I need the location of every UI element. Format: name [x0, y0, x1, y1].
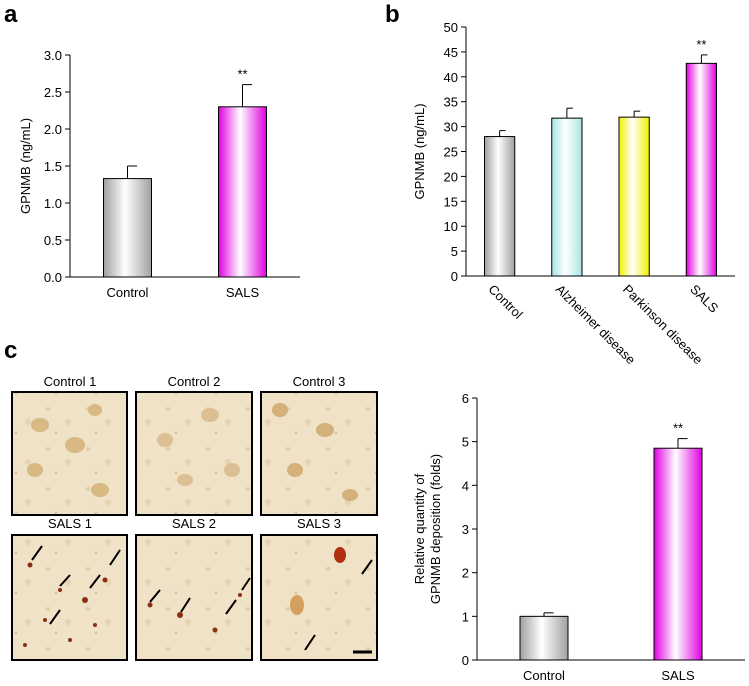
micrograph-caption: SALS 2 [172, 516, 216, 531]
y-tick-label: 5 [462, 435, 469, 450]
x-tick-label: Control [523, 668, 565, 683]
y-axis-label: GPNMB (ng/mL) [18, 118, 33, 214]
y-tick-label: 0.5 [44, 233, 62, 248]
micrograph-caption: Control 3 [293, 374, 346, 389]
y-tick-label: 35 [444, 95, 458, 110]
y-axis-label: GPNMB (ng/mL) [412, 103, 427, 199]
bar [519, 615, 569, 661]
y-tick-label: 0.0 [44, 270, 62, 285]
y-tick-label: 50 [444, 20, 458, 35]
bar [653, 447, 703, 661]
micrographs [11, 391, 378, 661]
y-tick-label: 1.0 [44, 196, 62, 211]
y-tick-label: 20 [444, 169, 458, 184]
significance: ** [673, 421, 683, 436]
y-tick-label: 0 [462, 653, 469, 668]
micrograph-caption: SALS 3 [297, 516, 341, 531]
y-tick-label: 0 [451, 269, 458, 284]
x-tick-label: Control [486, 282, 526, 322]
y-tick-label: 45 [444, 45, 458, 60]
x-tick-label: SALS [226, 285, 260, 300]
significance: ** [696, 37, 706, 52]
y-axis-label: Relative quantity of [412, 473, 427, 584]
micrograph [260, 534, 378, 661]
y-tick-label: 4 [462, 478, 469, 493]
y-tick-label: 10 [444, 219, 458, 234]
x-tick-label: Control [107, 285, 149, 300]
y-tick-label: 1.5 [44, 159, 62, 174]
x-tick-label: SALS [661, 668, 695, 683]
micrograph [11, 534, 128, 661]
significance: ** [237, 67, 247, 82]
micrograph [135, 391, 253, 516]
y-tick-label: 15 [444, 194, 458, 209]
y-tick-label: 25 [444, 145, 458, 160]
bar [551, 117, 583, 277]
y-tick-label: 40 [444, 70, 458, 85]
y-tick-label: 3.0 [44, 48, 62, 63]
micrograph [135, 534, 253, 661]
micrograph [11, 391, 128, 516]
bar [618, 116, 650, 277]
micrograph-caption: SALS 1 [48, 516, 92, 531]
y-tick-label: 2 [462, 566, 469, 581]
y-tick-label: 1 [462, 609, 469, 624]
micrograph-caption: Control 2 [168, 374, 221, 389]
micrograph [260, 391, 378, 516]
y-tick-label: 2.5 [44, 85, 62, 100]
micrograph-caption: Control 1 [44, 374, 97, 389]
y-tick-label: 6 [462, 391, 469, 406]
x-tick-label: SALS [687, 282, 721, 316]
panel-label: b [385, 1, 400, 28]
bar [483, 136, 516, 277]
y-tick-label: 3 [462, 522, 469, 537]
panel-label: a [4, 1, 18, 28]
bar [103, 178, 152, 278]
y-tick-label: 2.0 [44, 122, 62, 137]
bar [685, 62, 718, 277]
panel-label: c [4, 337, 17, 364]
y-tick-label: 5 [451, 244, 458, 259]
bar [218, 106, 267, 278]
y-axis-label: GPNMB deposition (folds) [428, 454, 443, 604]
y-tick-label: 30 [444, 120, 458, 135]
